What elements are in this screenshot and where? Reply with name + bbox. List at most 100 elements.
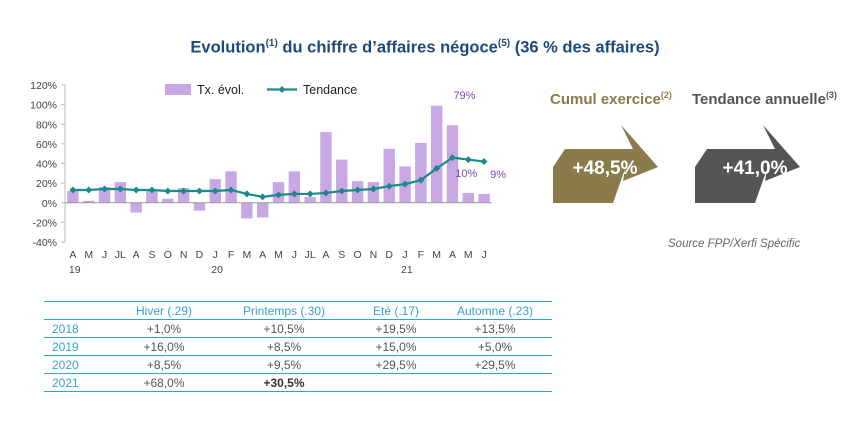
data-label: 10% — [455, 168, 477, 180]
cell-ete: +19,5% — [354, 319, 438, 338]
table-header-row: Hiver (.29) Printemps (.30) Eté (.17) Au… — [44, 301, 552, 320]
trend-point — [480, 158, 488, 166]
cell-ete — [354, 373, 438, 392]
cell-printemps: +30,5% — [214, 373, 354, 392]
bar — [67, 190, 79, 203]
bar — [83, 200, 95, 203]
trend-point — [69, 186, 77, 194]
cumul-arrow-icon — [553, 125, 658, 203]
title-footnote-1: (1) — [265, 38, 278, 49]
x-tick-label: J — [213, 249, 218, 261]
tendance-annuelle-label: Tendance annuelle(3) — [692, 90, 837, 108]
row-year: 2020 — [44, 355, 114, 374]
cell-printemps: +9,5% — [214, 355, 354, 374]
trend-point — [401, 180, 409, 188]
x-tick-label: A — [449, 249, 456, 261]
data-label: 79% — [453, 90, 475, 102]
bar — [478, 193, 490, 203]
evolution-chart: -40%-20%0%20%40%60%80%100%120%79%10% 9%A M… — [30, 80, 506, 276]
cumul-exercice-label: Cumul exercice(2) — [550, 90, 672, 108]
row-year: 2018 — [44, 319, 114, 338]
x-tick-label: M — [464, 249, 473, 261]
year-label: 19 — [69, 264, 81, 276]
bar — [415, 142, 427, 203]
trend-point — [354, 186, 362, 194]
y-tick-label: -20% — [32, 217, 57, 229]
x-tick-label: JL — [305, 249, 316, 261]
x-tick-label: J — [402, 249, 407, 261]
trend-point — [148, 186, 156, 194]
y-tick-label: 60% — [36, 139, 57, 151]
x-tick-label: D — [385, 249, 393, 261]
header-hiver: Hiver (.29) — [114, 301, 214, 320]
x-tick-label: D — [196, 249, 204, 261]
x-tick-label: J — [102, 249, 107, 261]
table-row: 2021 +68,0% +30,5% — [44, 373, 552, 392]
trend-point — [369, 185, 377, 193]
title-main: Evolution — [190, 38, 266, 57]
trend-point — [259, 193, 267, 201]
x-tick-label: M — [84, 249, 93, 261]
trend-point — [180, 187, 188, 195]
trend-point — [227, 186, 235, 194]
cell-automne — [438, 373, 552, 392]
bar — [146, 189, 158, 203]
y-tick-label: 20% — [36, 178, 57, 190]
cell-hiver: +1,0% — [114, 319, 214, 338]
source-note: Source FPP/Xerfi Spécific — [668, 238, 801, 250]
cell-automne: +5,0% — [438, 337, 552, 356]
bar — [177, 188, 190, 203]
trend-point — [195, 187, 203, 195]
x-tick-label: A — [322, 249, 329, 261]
seasonal-table: Hiver (.29) Printemps (.30) Eté (.17) Au… — [44, 301, 552, 392]
trend-point — [322, 189, 330, 197]
cumul-value: +48,5% — [572, 158, 638, 179]
cell-automne: +29,5% — [438, 355, 552, 374]
row-year: 2019 — [44, 337, 114, 356]
trend-point — [164, 187, 172, 195]
x-tick-label: S — [148, 249, 155, 261]
cell-ete: +15,0% — [354, 337, 438, 356]
trend-point — [85, 186, 93, 194]
cell-automne: +13,5% — [438, 319, 552, 338]
bar — [320, 132, 332, 203]
bar — [446, 125, 459, 203]
title-middle: du chiffre d’affaires négoce — [277, 38, 498, 57]
cell-hiver: +8,5% — [114, 355, 214, 374]
row-year: 2021 — [44, 373, 114, 392]
trend-point — [132, 186, 140, 194]
header-printemps: Printemps (.30) — [214, 301, 354, 320]
trend-point — [338, 187, 346, 195]
title-footnote-5: (5) — [497, 38, 511, 49]
legend-label: Tx. évol. — [197, 83, 244, 97]
y-tick-label: 80% — [36, 119, 57, 131]
year-label: 20 — [211, 264, 223, 276]
x-tick-label: N — [180, 249, 188, 261]
x-tick-label: O — [164, 249, 172, 261]
tendance-value: +41,0% — [722, 158, 788, 179]
trend-point — [385, 182, 393, 190]
bar — [241, 202, 253, 219]
y-tick-label: 120% — [30, 80, 57, 92]
y-tick-label: 0% — [42, 198, 57, 210]
bar — [162, 198, 174, 203]
table-row: 2019 +16,0% +8,5% +15,0% +5,0% — [44, 337, 552, 356]
bar — [462, 192, 474, 203]
trend-point — [243, 190, 251, 198]
x-tick-label: M — [432, 249, 441, 261]
table-row: 2020 +8,5% +9,5% +29,5% +29,5% — [44, 355, 552, 374]
x-tick-label: O — [353, 249, 361, 261]
x-tick-label: M — [242, 249, 251, 261]
bar — [130, 202, 142, 213]
cell-hiver: +16,0% — [114, 337, 214, 356]
x-tick-label: M — [274, 249, 283, 261]
cell-printemps: +10,5% — [214, 319, 354, 338]
trend-point — [275, 191, 282, 199]
x-tick-label: A — [133, 249, 140, 261]
cell-hiver: +68,0% — [114, 373, 214, 392]
trend-point — [417, 176, 425, 184]
cell-printemps: +8,5% — [214, 337, 354, 356]
header-automne: Automne (.23) — [438, 301, 552, 320]
bar — [336, 159, 348, 203]
trend-point — [101, 185, 109, 193]
